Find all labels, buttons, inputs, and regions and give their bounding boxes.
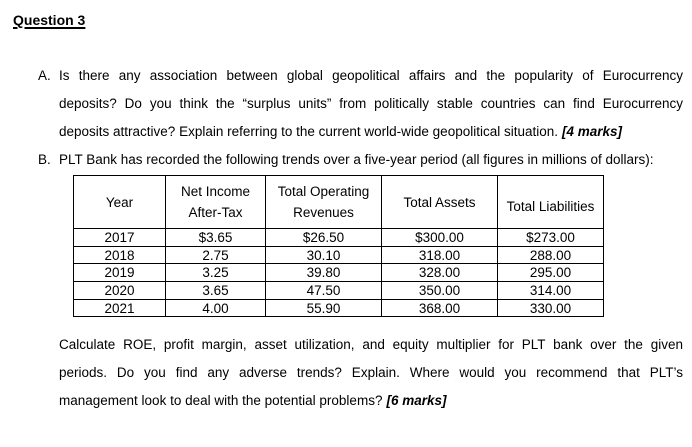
table-cell: 55.90 xyxy=(265,298,382,318)
table-cell: $300.00 xyxy=(381,228,498,247)
closing-line-2: periods. Do you find any adverse trends?… xyxy=(59,365,683,380)
table-cell: 3.25 xyxy=(165,263,266,283)
part-a-line-3-text: deposits attractive? Explain referring t… xyxy=(59,124,559,139)
table-cell: 30.10 xyxy=(265,245,382,265)
table-cell: $3.65 xyxy=(165,228,266,247)
table-cell: $26.50 xyxy=(265,228,382,247)
table-row: 2019 3.25 39.80 328.00 295.00 xyxy=(73,263,604,283)
table-cell: 4.00 xyxy=(165,298,266,318)
table-cell: 39.80 xyxy=(265,263,382,283)
table-header-row: Year Net Income After-Tax Total Operatin… xyxy=(73,175,604,229)
closing-line-1: Calculate ROE, profit margin, asset util… xyxy=(59,337,683,352)
table-cell: 2020 xyxy=(73,281,166,300)
table-cell: 328.00 xyxy=(381,263,498,283)
part-b-marker: B. xyxy=(38,152,51,167)
table-row: 2018 2.75 30.10 318.00 288.00 xyxy=(73,245,604,265)
question-part-b-task: Calculate ROE, profit margin, asset util… xyxy=(59,331,683,415)
table-cell: 3.65 xyxy=(165,281,266,300)
table-cell: 2021 xyxy=(73,298,166,318)
closing-line-3-text: management look to deal with the potenti… xyxy=(59,393,383,408)
table-cell: 314.00 xyxy=(497,281,604,300)
table-cell: 330.00 xyxy=(497,298,604,318)
question-part-b-intro: B. PLT Bank has recorded the following t… xyxy=(38,146,683,174)
question-title: Question 3 xyxy=(13,12,86,28)
table-cell: 350.00 xyxy=(381,281,498,300)
table-cell: 2.75 xyxy=(165,245,266,265)
part-a-marks: [4 marks] xyxy=(562,124,623,139)
table-cell: 318.00 xyxy=(381,245,498,265)
table-row: 2020 3.65 47.50 350.00 314.00 xyxy=(73,281,604,300)
column-header-net-income: Net Income After-Tax xyxy=(165,175,266,229)
column-header-total-assets: Total Assets xyxy=(381,175,498,229)
financial-trends-table: Year Net Income After-Tax Total Operatin… xyxy=(73,175,604,318)
table-cell: 47.50 xyxy=(265,281,382,300)
table-cell: 2018 xyxy=(73,245,166,265)
table-row: 2017 $3.65 $26.50 $300.00 $273.00 xyxy=(73,228,604,247)
part-a-line-1: Is there any association between global … xyxy=(59,68,683,83)
question-part-a: A. Is there any association between glob… xyxy=(38,62,683,146)
table-cell: 295.00 xyxy=(497,263,604,283)
part-b-intro-text: PLT Bank has recorded the following tren… xyxy=(59,152,654,167)
closing-marks: [6 marks] xyxy=(386,393,447,408)
table-row: 2021 4.00 55.90 368.00 330.00 xyxy=(73,298,604,318)
part-a-marker: A. xyxy=(38,68,51,83)
table-cell: 2019 xyxy=(73,263,166,283)
table-cell: 368.00 xyxy=(381,298,498,318)
table-cell: 288.00 xyxy=(497,245,604,265)
column-header-total-liabilities: Total Liabilities xyxy=(497,175,604,229)
table-cell: $273.00 xyxy=(497,228,604,247)
part-a-line-3: deposits attractive? Explain referring t… xyxy=(59,118,683,146)
part-a-line-2: deposits? Do you think the “surplus unit… xyxy=(59,96,683,111)
column-header-year: Year xyxy=(73,175,166,229)
closing-line-3: management look to deal with the potenti… xyxy=(59,387,683,415)
column-header-operating-revenues: Total Operating Revenues xyxy=(265,175,382,229)
table-cell: 2017 xyxy=(73,228,166,247)
